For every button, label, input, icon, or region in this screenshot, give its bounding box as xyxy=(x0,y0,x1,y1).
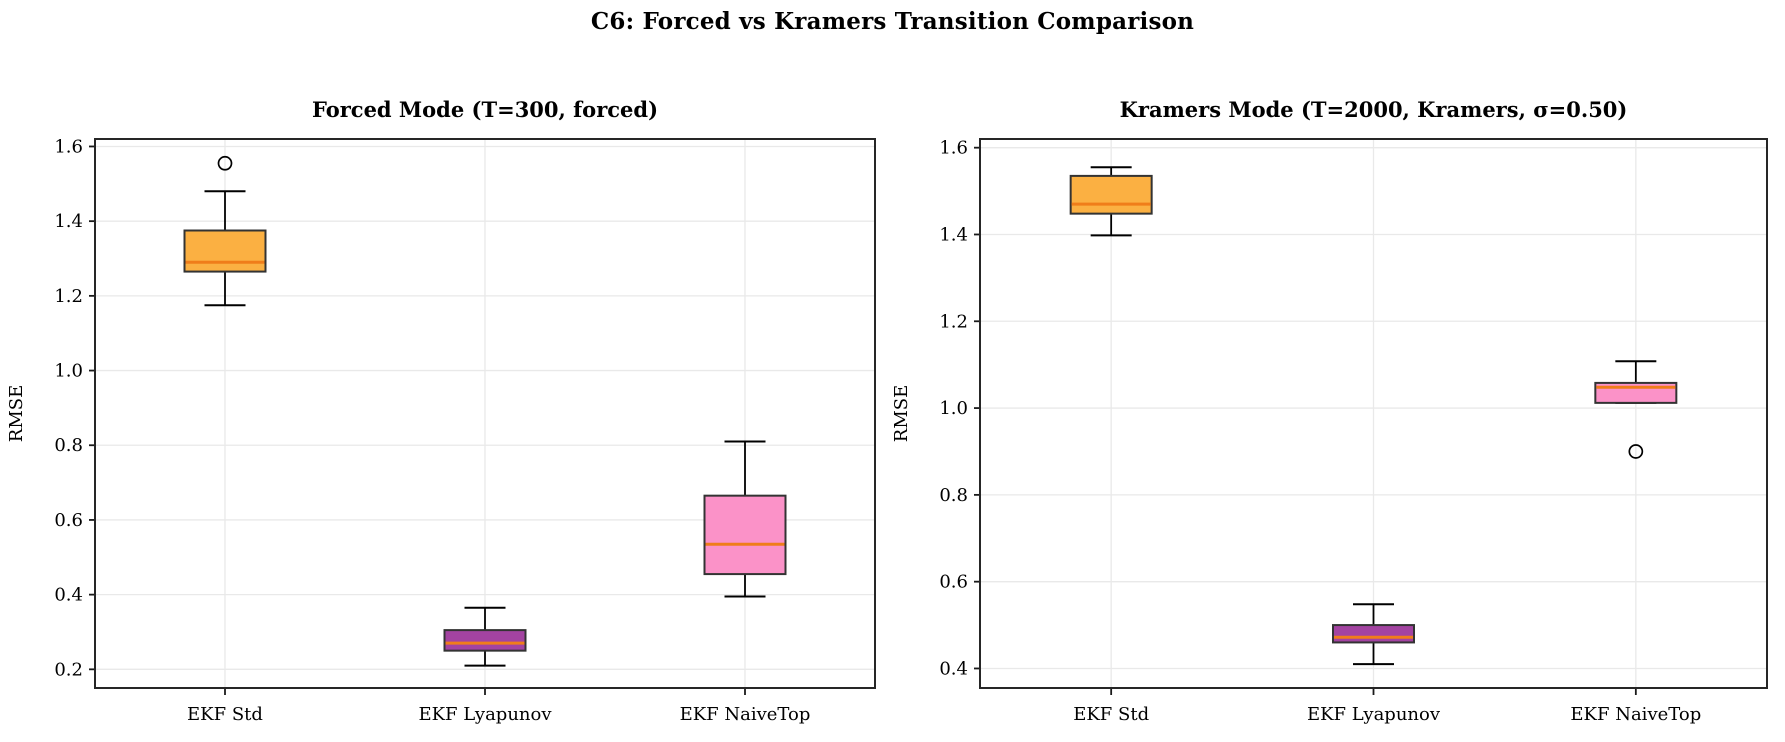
y-tick-label: 0.4 xyxy=(54,585,83,606)
box-rect xyxy=(703,494,787,576)
boxplot-ekf-std xyxy=(1069,166,1153,237)
axes-spine xyxy=(94,138,876,689)
subplot-title: Kramers Mode (T=2000, Kramers, σ=0.50) xyxy=(1120,97,1628,122)
y-tick-label: 1.6 xyxy=(54,136,83,157)
y-axis-label: RMSE xyxy=(891,385,912,442)
y-tick-label: 1.0 xyxy=(939,398,968,419)
box-rect xyxy=(1332,624,1415,644)
box-rect xyxy=(183,229,267,273)
subplot-kramers: 0.4 0.6 0.8 1.0 1.2 1.4 1.6 EKF Std EKF Lyapunov… xyxy=(891,97,1768,725)
outlier-point xyxy=(217,155,233,171)
outlier-point xyxy=(1628,444,1644,459)
box-rect xyxy=(443,629,527,652)
box-rect xyxy=(1069,174,1153,215)
x-tick-label-ekf-lyapunov: EKF Lyapunov xyxy=(418,704,552,725)
x-tick-label-ekf-std: EKF Std xyxy=(187,704,263,725)
y-tick-label: 0.6 xyxy=(54,510,83,531)
y-tick-label: 1.4 xyxy=(54,211,83,232)
y-tick-label: 0.4 xyxy=(939,658,968,679)
x-tick-label-ekf-naivetop: EKF NaiveTop xyxy=(1570,704,1701,725)
y-tick-label: 1.2 xyxy=(54,286,83,307)
y-tick-label: 0.8 xyxy=(54,435,83,456)
boxplot-ekf-lyapunov xyxy=(443,606,527,667)
boxplot-ekf-naivetop xyxy=(703,440,787,598)
y-axis-label: RMSE xyxy=(6,385,27,442)
y-tick-label: 1.4 xyxy=(939,224,968,245)
y-tick-label: 0.2 xyxy=(54,659,83,680)
boxplot-ekf-lyapunov xyxy=(1332,603,1415,666)
x-tick-label-ekf-std: EKF Std xyxy=(1073,704,1149,725)
y-tick-label: 1.6 xyxy=(939,138,968,159)
y-tick-label: 0.8 xyxy=(939,485,968,506)
subplot-title: Forced Mode (T=300, forced) xyxy=(312,97,658,122)
boxplot-ekf-std xyxy=(183,155,267,307)
subplot-forced: 0.2 0.4 0.6 0.8 1.0 1.2 1.4 1.6 EKF Std EKF Lyapu… xyxy=(6,97,876,725)
y-tick-label: 1.2 xyxy=(939,311,968,332)
x-tick-label-ekf-naivetop: EKF NaiveTop xyxy=(680,704,811,725)
y-tick-label: 0.6 xyxy=(939,572,968,593)
figure-title: C6: Forced vs Kramers Transition Compari… xyxy=(590,8,1195,35)
boxplot-ekf-naivetop xyxy=(1594,360,1678,459)
y-tick-label: 1.0 xyxy=(54,361,83,382)
x-tick-label-ekf-lyapunov: EKF Lyapunov xyxy=(1307,704,1441,725)
axes-spine xyxy=(979,138,1768,689)
